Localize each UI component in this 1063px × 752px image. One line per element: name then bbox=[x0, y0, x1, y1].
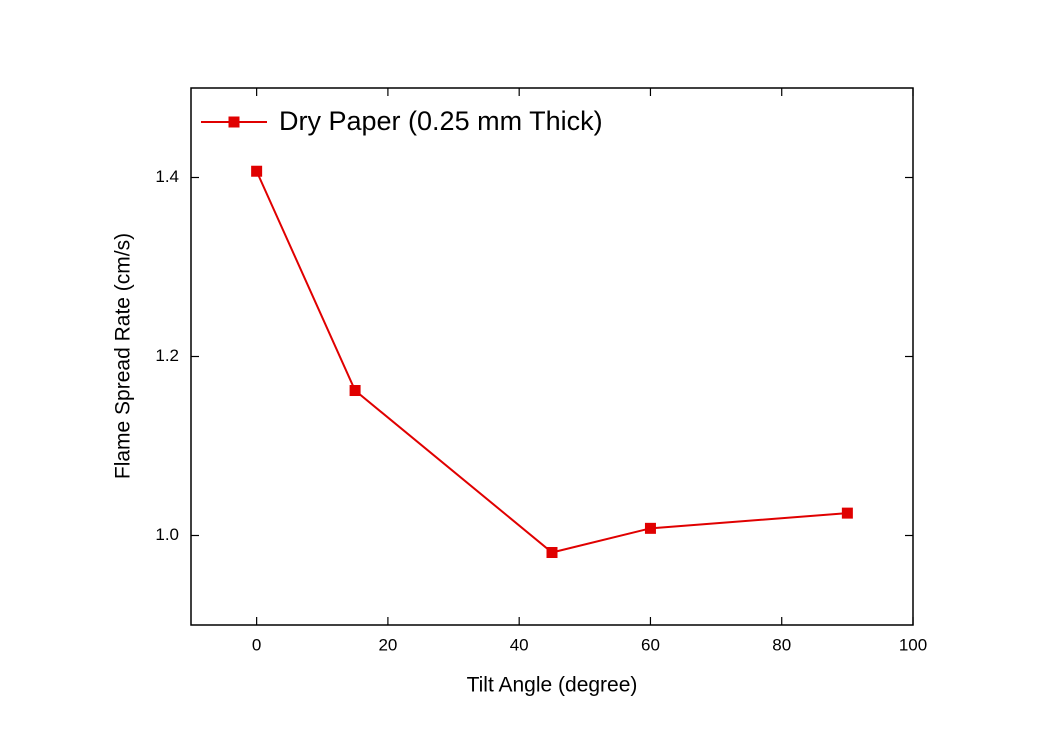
series-line bbox=[255, 170, 848, 554]
y-tick-label: 1.4 bbox=[155, 167, 179, 186]
marker bbox=[546, 547, 558, 559]
y-axis-label: Flame Spread Rate (cm/s) bbox=[112, 233, 135, 479]
marker bbox=[841, 507, 853, 519]
x-tick-label: 0 bbox=[252, 635, 261, 654]
marker bbox=[349, 385, 361, 397]
legend-label: Dry Paper (0.25 mm Thick) bbox=[279, 106, 603, 136]
x-tick-label: 40 bbox=[510, 635, 529, 654]
marker bbox=[251, 165, 263, 177]
x-axis-label: Tilt Angle (degree) bbox=[467, 674, 638, 697]
marker bbox=[644, 522, 656, 534]
legend-marker bbox=[228, 116, 240, 128]
x-tick-label: 100 bbox=[899, 635, 927, 654]
x-tick-label: 80 bbox=[772, 635, 791, 654]
x-tick-label: 60 bbox=[641, 635, 660, 654]
y-tick-label: 1.2 bbox=[155, 346, 179, 365]
y-tick-label: 1.0 bbox=[155, 525, 179, 544]
x-tick-label: 20 bbox=[378, 635, 397, 654]
plot-frame bbox=[190, 87, 914, 626]
